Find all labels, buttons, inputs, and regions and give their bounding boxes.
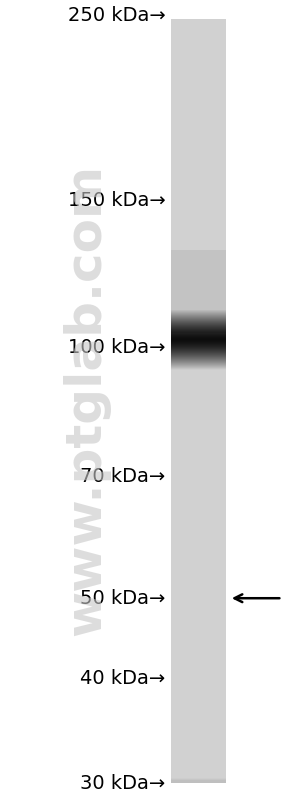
Text: 250 kDa→: 250 kDa→ bbox=[68, 6, 166, 26]
Text: 40 kDa→: 40 kDa→ bbox=[80, 670, 166, 689]
Text: 70 kDa→: 70 kDa→ bbox=[80, 467, 166, 486]
Text: www.ptglab.com: www.ptglab.com bbox=[62, 164, 110, 635]
Text: 30 kDa→: 30 kDa→ bbox=[80, 773, 166, 793]
Text: 50 kDa→: 50 kDa→ bbox=[80, 589, 166, 608]
Text: 150 kDa→: 150 kDa→ bbox=[68, 191, 166, 210]
Text: 100 kDa→: 100 kDa→ bbox=[68, 338, 166, 357]
